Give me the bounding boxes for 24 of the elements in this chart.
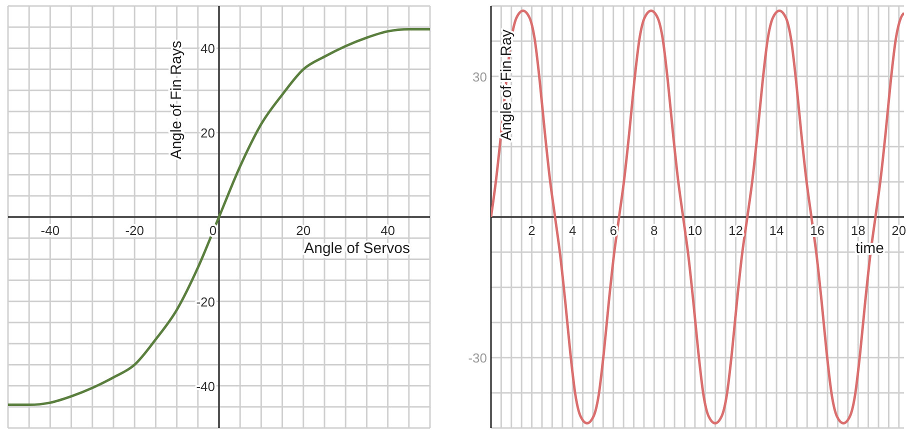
x-tick-label: -40 bbox=[40, 223, 60, 238]
x-tick-label: 12 bbox=[728, 223, 743, 238]
x-tick-label: 6 bbox=[610, 223, 617, 238]
line-series bbox=[491, 9, 904, 425]
x-tick-label: 20 bbox=[296, 223, 311, 238]
x-tick-label: 8 bbox=[650, 223, 658, 238]
x-axis-title: Angle of Servos bbox=[304, 240, 410, 257]
y-axis-title: Angle of Fin Ray bbox=[498, 29, 515, 140]
x-tick-label: 14 bbox=[769, 223, 784, 238]
x-tick-label: 10 bbox=[688, 223, 702, 238]
x-tick-label: -20 bbox=[125, 223, 144, 238]
x-tick-label: 40 bbox=[380, 223, 396, 238]
x-tick-label: 20 bbox=[892, 223, 906, 238]
y-axis-title: Angle of Fin Rays bbox=[168, 40, 185, 160]
x-tick-label: 18 bbox=[850, 223, 866, 238]
y-tick-label: -20 bbox=[196, 294, 215, 310]
x-tick-label: 4 bbox=[568, 223, 576, 238]
y-tick-label: 40 bbox=[200, 41, 215, 56]
line-series bbox=[8, 28, 430, 406]
y-tick-label: -40 bbox=[196, 378, 215, 394]
x-tick-label: 2 bbox=[528, 223, 536, 238]
y-tick-label: 30 bbox=[472, 69, 487, 84]
y-tick-label: 20 bbox=[200, 126, 215, 141]
y-tick-label: -30 bbox=[468, 350, 487, 366]
